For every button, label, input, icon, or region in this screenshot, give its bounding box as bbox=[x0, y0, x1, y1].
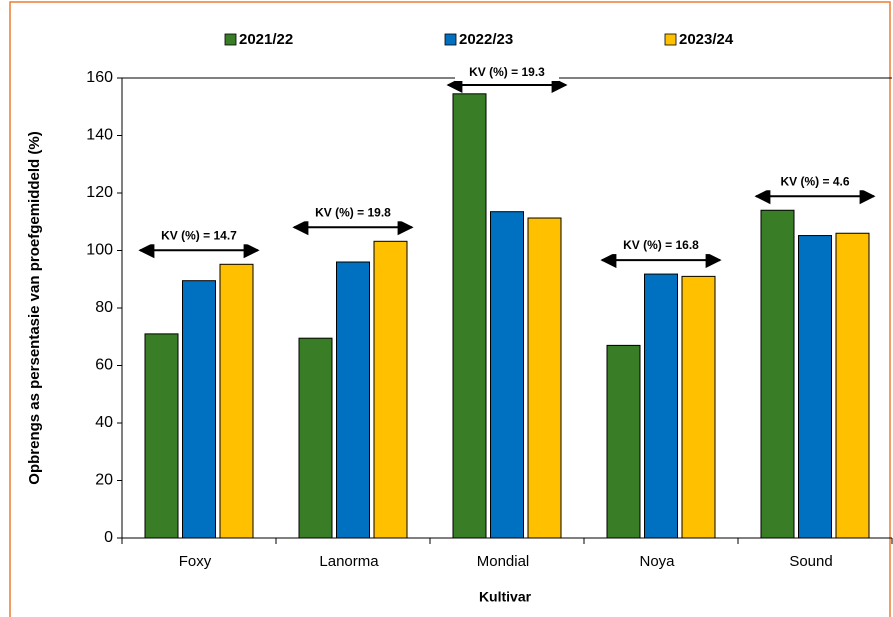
y-tick-label: 40 bbox=[95, 414, 113, 431]
bar bbox=[527, 217, 562, 539]
kv-label-bg bbox=[301, 205, 405, 222]
kv-label: KV (%) = 16.8 bbox=[623, 238, 699, 252]
bar bbox=[182, 280, 216, 539]
frame bbox=[9, 1, 891, 617]
kv-label-bg bbox=[455, 65, 559, 81]
kv-label-bg bbox=[763, 174, 867, 191]
bar bbox=[452, 93, 487, 539]
y-tick-label: 160 bbox=[86, 69, 113, 86]
y-tick-label: 100 bbox=[86, 242, 113, 259]
y-tick-label: 60 bbox=[95, 357, 113, 374]
y-tick-label: 20 bbox=[95, 472, 113, 489]
bar bbox=[835, 232, 870, 539]
x-tick-label: Foxy bbox=[179, 553, 212, 570]
x-tick-label: Noya bbox=[639, 553, 675, 570]
legend-swatch bbox=[664, 33, 677, 46]
bar bbox=[298, 337, 333, 539]
legend-swatch bbox=[224, 33, 237, 46]
y-axis-title: Opbrengs as persentasie van proefgemidde… bbox=[26, 131, 43, 484]
y-tick-label: 140 bbox=[86, 127, 113, 144]
x-axis-title: Kultivar bbox=[479, 589, 532, 605]
kv-label: KV (%) = 14.7 bbox=[161, 228, 237, 242]
bar bbox=[490, 211, 524, 539]
legend-label: 2022/23 bbox=[459, 31, 513, 48]
kv-label: KV (%) = 19.8 bbox=[315, 205, 391, 219]
bar bbox=[644, 273, 678, 539]
legend-label: 2021/22 bbox=[239, 31, 293, 48]
y-tick-label: 80 bbox=[95, 299, 113, 316]
bar bbox=[373, 240, 408, 539]
y-tick-label: 0 bbox=[104, 529, 113, 546]
y-tick-label: 120 bbox=[86, 184, 113, 201]
x-tick-label: Mondial bbox=[477, 553, 530, 570]
x-tick-label: Lanorma bbox=[319, 553, 379, 570]
bar bbox=[219, 263, 254, 539]
bar bbox=[606, 344, 641, 539]
bar bbox=[144, 333, 179, 539]
legend-label: 2023/24 bbox=[679, 31, 734, 48]
x-tick-label: Sound bbox=[789, 553, 832, 570]
kv-label-bg bbox=[609, 238, 713, 255]
legend-swatch bbox=[444, 33, 457, 46]
bar bbox=[798, 235, 832, 539]
bar bbox=[681, 275, 716, 539]
bar bbox=[760, 209, 795, 539]
kv-label: KV (%) = 19.3 bbox=[469, 65, 545, 79]
bar bbox=[336, 261, 370, 539]
kv-label-bg bbox=[147, 228, 251, 245]
kv-label: KV (%) = 4.6 bbox=[780, 174, 849, 188]
